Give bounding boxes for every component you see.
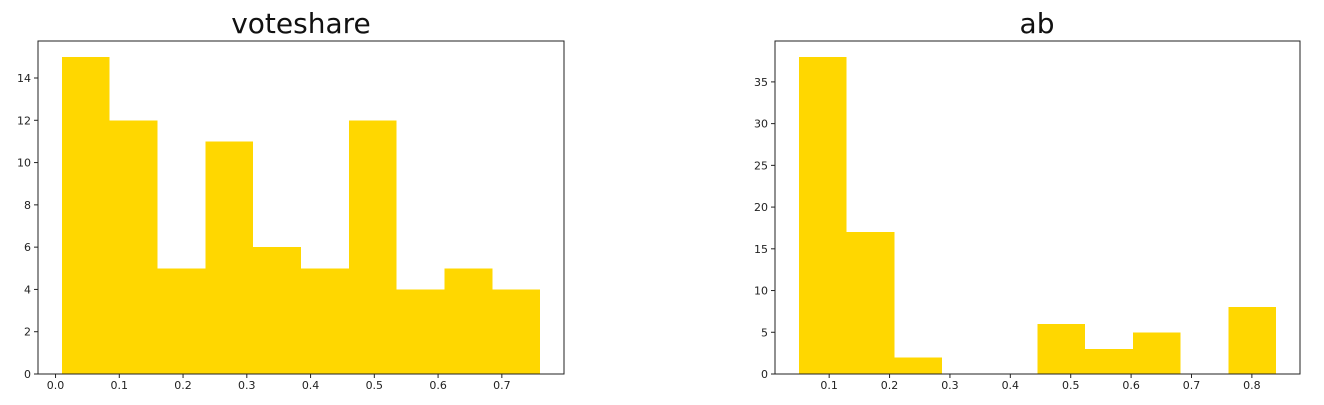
y-tick-label: 30 — [754, 118, 768, 131]
x-tick-label: 0.2 — [881, 379, 899, 392]
x-tick-label: 0.8 — [1243, 379, 1261, 392]
x-tick-label: 0.5 — [1062, 379, 1080, 392]
y-tick-label: 35 — [754, 76, 768, 89]
x-tick-label: 0.5 — [366, 379, 384, 392]
y-tick-label: 14 — [17, 72, 31, 85]
bar-7 — [396, 289, 445, 374]
x-tick-label: 0.4 — [1002, 379, 1020, 392]
bar-5 — [301, 268, 349, 374]
x-tick-label: 0.3 — [238, 379, 256, 392]
bar-8 — [444, 268, 493, 374]
y-tick-label: 15 — [754, 243, 768, 256]
y-tick-label: 4 — [24, 283, 31, 296]
x-tick-label: 0.1 — [111, 379, 129, 392]
x-tick-label: 0.7 — [493, 379, 511, 392]
x-tick-label: 0.4 — [302, 379, 320, 392]
bar-9 — [1228, 307, 1277, 374]
bar-6 — [348, 120, 397, 375]
x-tick-label: 0.6 — [429, 379, 447, 392]
y-tick-label: 10 — [17, 157, 31, 170]
bar-1 — [109, 120, 158, 375]
x-tick-label: 0.7 — [1183, 379, 1201, 392]
bar-5 — [1037, 323, 1086, 374]
x-tick-label: 0.2 — [174, 379, 192, 392]
x-tick-label: 0.0 — [47, 379, 65, 392]
bar-0 — [61, 56, 110, 374]
y-tick-label: 5 — [761, 326, 768, 339]
chart-title: ab — [1020, 7, 1055, 40]
x-tick-label: 0.6 — [1122, 379, 1140, 392]
y-tick-label: 10 — [754, 285, 768, 298]
chart-title: voteshare — [231, 7, 371, 40]
bar-2 — [157, 268, 206, 374]
plot-frame — [37, 40, 565, 375]
bar-2 — [894, 357, 943, 374]
voteshare-histogram: voteshare 0.0 0.1 0.2 0.3 0.4 0.5 0.6 0.7 0 2 4 6 8 1… — [17, 7, 565, 392]
ab-histogram: ab 0.1 0.2 0.3 0.4 0.5 0.6 0.7 0.8 0 5 10 15 20 25 30 3… — [754, 7, 1301, 392]
bar-9 — [492, 289, 541, 374]
y-tick-label: 0 — [24, 368, 31, 381]
bar-7 — [1132, 332, 1181, 374]
y-tick-label: 6 — [24, 241, 31, 254]
y-tick-label: 0 — [761, 368, 768, 381]
x-tick-label: 0.3 — [941, 379, 959, 392]
bar-0 — [798, 56, 847, 374]
bar-6 — [1085, 348, 1133, 374]
bar-1 — [846, 232, 895, 374]
bar-3 — [205, 141, 254, 374]
y-tick-label: 2 — [24, 326, 31, 339]
x-tick-label: 0.1 — [820, 379, 838, 392]
y-tick-label: 20 — [754, 201, 768, 214]
y-tick-label: 12 — [17, 114, 31, 127]
bar-4 — [253, 247, 301, 374]
y-tick-label: 25 — [754, 159, 768, 172]
y-tick-label: 8 — [24, 199, 31, 212]
